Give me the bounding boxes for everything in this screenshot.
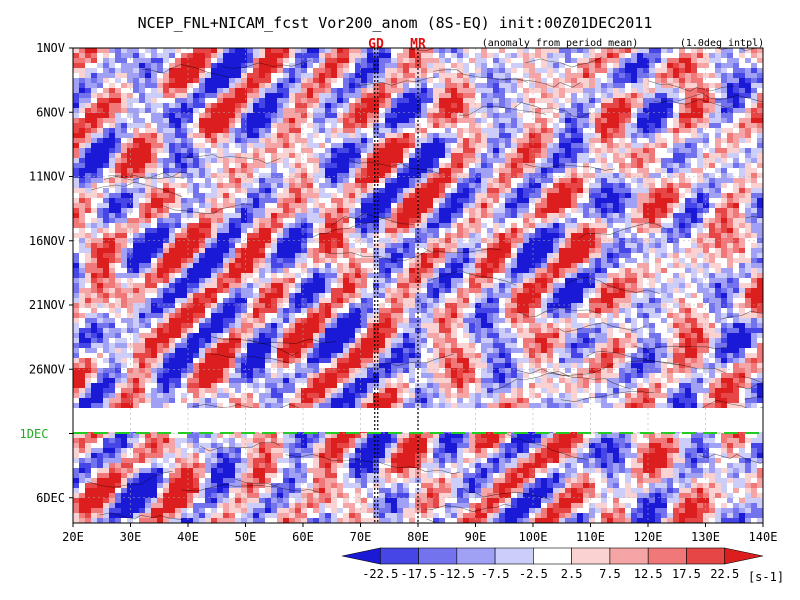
colorbar-label: -12.5: [439, 567, 475, 581]
forecast-start-label: 1DEC: [20, 427, 49, 441]
colorbar-swatch: [456, 547, 496, 565]
colorbar-label: 17.5: [672, 567, 701, 581]
anomaly-field: [73, 48, 763, 523]
colorbar-swatch: [494, 547, 534, 565]
anomaly-note: (anomaly from period mean): [482, 38, 639, 49]
colorbar: -22.5 -17.5 -12.5 -7.5 -2.5 2.5 7.5 12.5 17.5 22.…: [341, 547, 764, 581]
x-tick-label: 90E: [465, 530, 487, 544]
colorbar-swatch: [571, 547, 611, 565]
x-tick-label: 70E: [350, 530, 372, 544]
x-tick-label: 120E: [634, 530, 663, 544]
colorbar-label: 22.5: [710, 567, 739, 581]
colorbar-label: -2.5: [519, 567, 548, 581]
x-tick-label: 40E: [177, 530, 199, 544]
y-tick-label: 16NOV: [29, 234, 65, 248]
contour-lines: [87, 48, 763, 523]
grid-lines: [73, 48, 763, 523]
y-tick-label: 6NOV: [36, 105, 65, 119]
plot-area: [73, 48, 763, 523]
x-tick-label: 20E: [62, 530, 84, 544]
colorbar-label: 12.5: [634, 567, 663, 581]
interp-note: (1.0deg intpl): [680, 38, 764, 49]
x-axis: 20E 30E 40E 50E 60E 70E 80E 90E 100E 110E 120E 130E…: [62, 523, 777, 544]
y-tick-label: 1NOV: [36, 41, 65, 55]
colorbar-swatch: [533, 547, 572, 565]
x-tick-label: 110E: [576, 530, 605, 544]
colorbar-label: -22.5: [362, 567, 398, 581]
y-tick-label: 11NOV: [29, 170, 65, 184]
x-tick-label: 50E: [235, 530, 257, 544]
x-tick-label: 100E: [519, 530, 548, 544]
colorbar-swatch: [724, 547, 764, 565]
x-tick-label: 80E: [407, 530, 429, 544]
colorbar-label: -7.5: [481, 567, 510, 581]
y-axis: 1NOV 6NOV 11NOV 16NOV 21NOV 26NOV 6DEC: [29, 41, 73, 505]
x-tick-label: 60E: [292, 530, 314, 544]
colorbar-label: -17.5: [400, 567, 436, 581]
x-tick-label: 30E: [120, 530, 142, 544]
x-tick-label: 140E: [749, 530, 778, 544]
colorbar-swatch: [609, 547, 649, 565]
colorbar-label: 2.5: [561, 567, 583, 581]
colorbar-unit: [s-1]: [748, 570, 784, 584]
colorbar-swatch: [418, 547, 458, 565]
colorbar-swatch: [341, 547, 381, 565]
y-tick-label: 21NOV: [29, 298, 65, 312]
reference-lines: [374, 48, 419, 523]
x-tick-label: 130E: [691, 530, 720, 544]
colorbar-swatch: [379, 547, 419, 565]
colorbar-label: 7.5: [599, 567, 621, 581]
chart-title: NCEP_FNL+NICAM_fcst Vor200_anom (8S-EQ) …: [138, 14, 653, 32]
colorbar-swatch: [647, 547, 687, 565]
y-tick-label: 6DEC: [36, 491, 65, 505]
y-tick-label: 26NOV: [29, 362, 65, 376]
colorbar-swatch: [686, 547, 726, 565]
